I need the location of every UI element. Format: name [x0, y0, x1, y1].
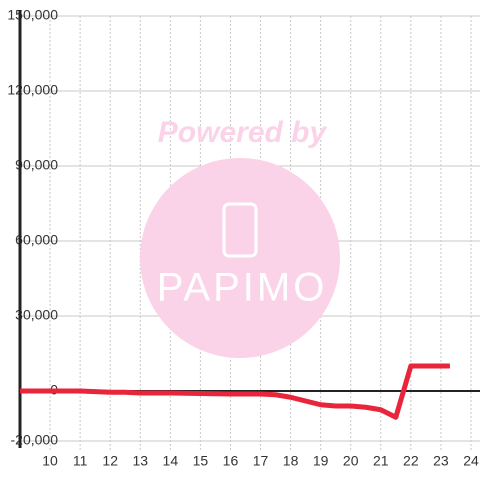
watermark-text: Powered by [158, 116, 328, 149]
y-tick-label: 30,000 [15, 307, 58, 323]
y-tick-label: 120,000 [7, 82, 58, 98]
x-tick-label: 11 [73, 453, 88, 469]
x-tick-label: 12 [102, 453, 118, 469]
x-tick-label: 22 [403, 453, 419, 469]
x-tick-label: 15 [193, 453, 209, 469]
x-tick-label: 24 [463, 453, 479, 469]
watermark-text: PAPIMO [157, 266, 328, 310]
y-tick-label: 60,000 [15, 232, 58, 248]
x-tick-label: 23 [433, 453, 449, 469]
x-tick-label: 17 [253, 453, 269, 469]
watermark: Powered by PAPIMO [140, 116, 340, 358]
data-line [20, 363, 450, 420]
y-tick-label: -20,000 [11, 432, 59, 448]
x-tick-label: 13 [132, 453, 148, 469]
y-tick-label: 90,000 [15, 157, 58, 173]
watermark-circle [140, 158, 340, 358]
x-tick-label: 20 [343, 453, 359, 469]
watermark-icon [222, 202, 258, 258]
x-tick-label: 16 [223, 453, 239, 469]
x-tick-label: 14 [163, 453, 179, 469]
x-tick-label: 18 [283, 453, 299, 469]
x-tick-label: 21 [373, 453, 389, 469]
x-tick-label: 10 [42, 453, 58, 469]
y-tick-label: 150,000 [7, 7, 58, 23]
x-tick-label: 19 [313, 453, 329, 469]
